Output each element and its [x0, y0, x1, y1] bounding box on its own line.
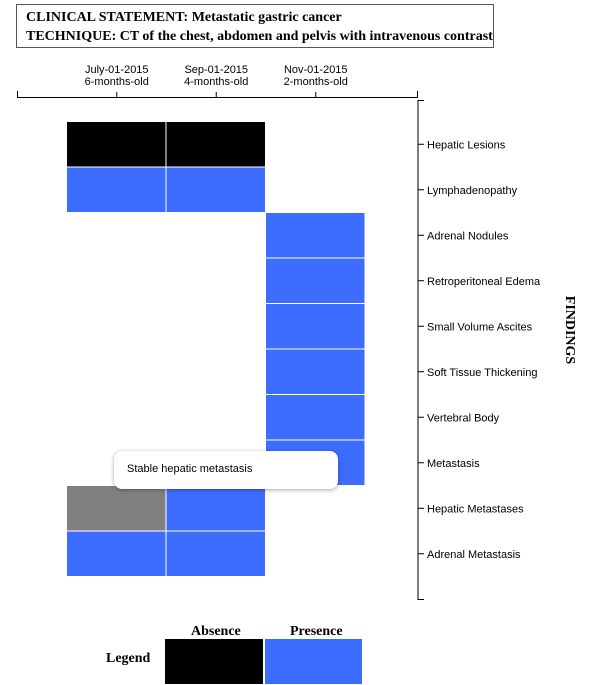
cell-presence[interactable]: [166, 531, 266, 577]
clinical-statement: CLINICAL STATEMENT: Metastatic gastric c…: [26, 10, 342, 25]
tooltip-text: Stable hepatic metastasis: [127, 463, 253, 475]
finding-label: Soft Tissue Thickening: [427, 367, 537, 379]
cell-presence[interactable]: [266, 395, 365, 440]
x-tick-age: 6-months-old: [85, 76, 149, 88]
findings-axis: Hepatic Lesions Lymphadenopathy Adrenal No…: [417, 100, 541, 600]
finding-label: Small Volume Ascites: [427, 321, 533, 333]
finding-label: Vertebral Body: [427, 412, 500, 424]
finding-label: Retroperitoneal Edema: [427, 276, 541, 288]
cell-presence[interactable]: [266, 213, 365, 258]
x-tick-date: Nov-01-2015: [284, 64, 348, 76]
finding-label: Lymphadenopathy: [427, 185, 518, 197]
cell-presence[interactable]: [67, 167, 166, 213]
cell-presence[interactable]: [266, 304, 365, 349]
cell-presence[interactable]: [266, 349, 365, 395]
cell-presence[interactable]: [67, 531, 166, 577]
finding-label: Adrenal Nodules: [427, 230, 509, 242]
x-tick-age: 2-months-old: [284, 76, 348, 88]
cell-presence[interactable]: [166, 167, 266, 213]
legend-absence-swatch: [165, 639, 263, 684]
finding-label: Hepatic Lesions: [427, 139, 506, 151]
finding-label: Hepatic Metastases: [427, 503, 524, 515]
cell-absence[interactable]: [166, 122, 266, 167]
x-tick-date: July-01-2015: [85, 64, 149, 76]
legend-title: Legend: [106, 651, 151, 666]
x-tick-age: 4-months-old: [184, 76, 248, 88]
y-axis-title: FINDINGS: [562, 296, 577, 365]
finding-label: Metastasis: [427, 458, 480, 470]
legend-absence-label: Absence: [191, 624, 241, 639]
cells-layer: [67, 122, 365, 576]
legend-swatches: [165, 639, 362, 684]
cell-stable[interactable]: [67, 486, 166, 531]
cell-absence[interactable]: [67, 122, 166, 167]
legend-presence-swatch: [265, 639, 362, 684]
header-box: CLINICAL STATEMENT: Metastatic gastric c…: [16, 4, 494, 48]
x-tick-date: Sep-01-2015: [184, 64, 248, 76]
tooltip: Stable hepatic metastasis: [114, 451, 338, 489]
technique: TECHNIQUE: CT of the chest, abdomen and …: [26, 29, 493, 44]
finding-label: Adrenal Metastasis: [427, 549, 521, 561]
legend-presence-label: Presence: [290, 624, 343, 639]
cell-presence[interactable]: [266, 258, 365, 304]
cell-presence[interactable]: [166, 486, 266, 531]
